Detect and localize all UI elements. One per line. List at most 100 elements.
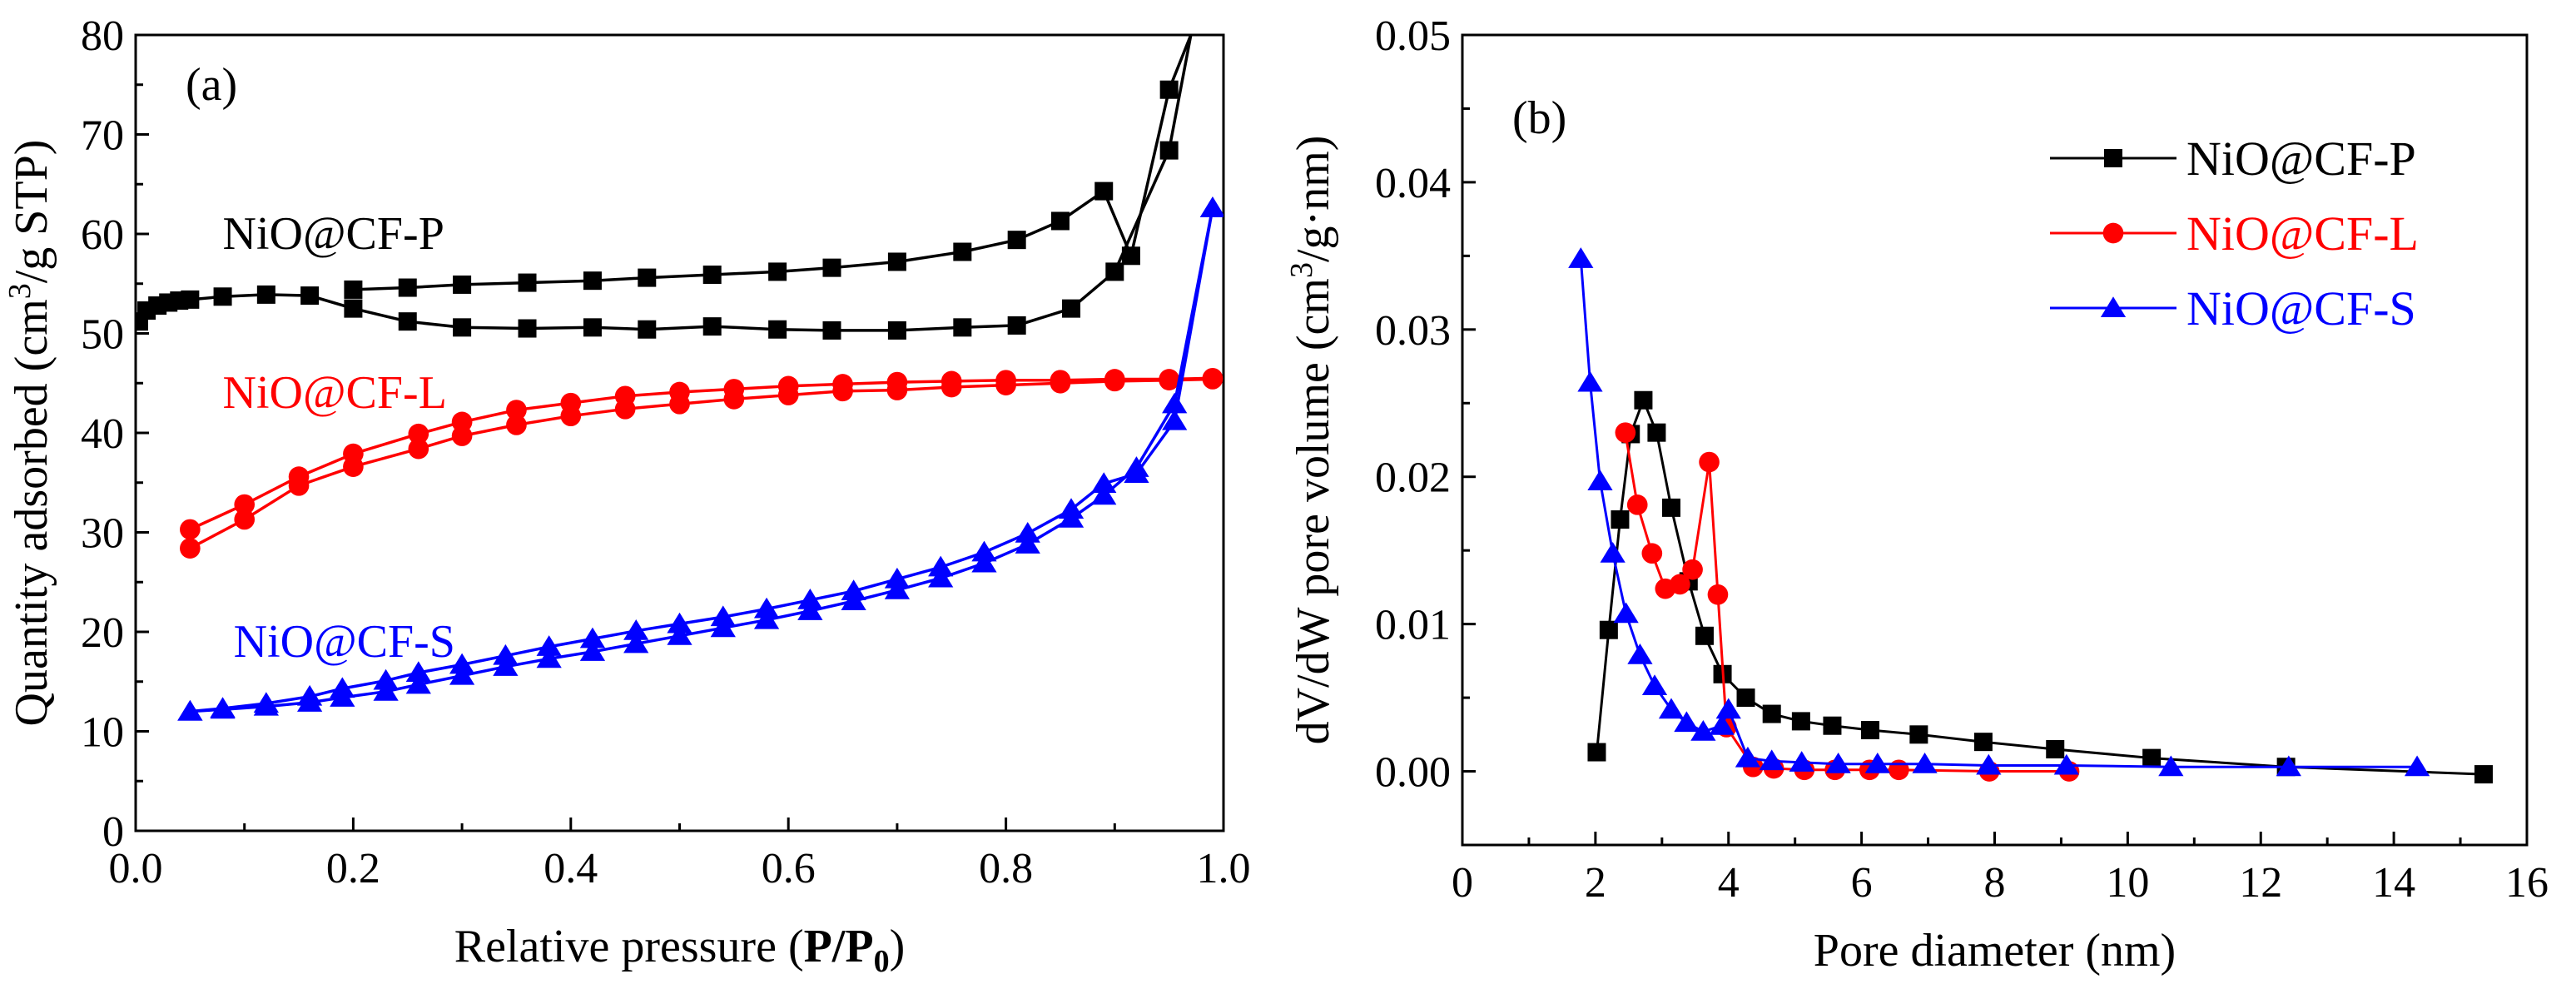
panel-b-nio-cf-p-point	[1736, 688, 1755, 708]
panel-b-nio-cf-p-point	[1662, 498, 1681, 517]
legend-marker-nio-cf-p	[2104, 149, 2122, 167]
panel-b-y-tick-label: 0.05	[1375, 12, 1451, 60]
panel-a-nio-cf-p-adsorption-point	[1159, 141, 1179, 160]
panel-a-nio-cf-s-desorption-point	[373, 668, 399, 690]
panel-a-series	[136, 34, 1223, 721]
panel-a-nio-cf-p-desorption-point	[453, 275, 472, 294]
panel-b-nio-cf-s-point	[1587, 470, 1613, 491]
panel-b-nio-cf-p-point	[1791, 712, 1810, 731]
panel-b-nio-cf-s-point	[1715, 698, 1741, 719]
panel-a-nio-cf-p-desorption-point	[768, 262, 787, 281]
panel-a-y-tick-label: 60	[81, 211, 124, 259]
panel-a-y-tick-label: 80	[81, 12, 124, 60]
panel-b-x-tick-label: 14	[2372, 859, 2415, 907]
panel-a-nio-cf-p-desorption-point	[1094, 181, 1114, 201]
panel-a-nio-cf-l-desorption-point	[723, 379, 745, 400]
panel-a-nio-cf-p-adsorption-point	[1105, 262, 1124, 281]
panel-b-nio-cf-p-point	[1647, 423, 1666, 442]
panel-a-nio-cf-s-adsorption-point	[493, 655, 519, 676]
panel-b-x-tick-label: 8	[1984, 859, 2006, 907]
panel-a-y-tick-label: 20	[81, 609, 124, 657]
panel-a-nio-cf-p-desorption-point	[1007, 231, 1026, 250]
panel-b-y-tick-label: 0.04	[1375, 160, 1451, 207]
panel-a-y-tick-label: 0	[102, 808, 124, 856]
panel-a-nio-cf-p-adsorption-point	[822, 321, 841, 340]
panel-a-nio-cf-p-desorption-point	[953, 242, 972, 261]
panel-a-nio-cf-s-desorption-point	[253, 692, 279, 713]
panel-a-nio-cf-l-desorption-point	[288, 466, 310, 487]
legend-label-nio-cf-s: NiO@CF-S	[2186, 281, 2416, 335]
panel-a-ylabel-pre: Quantity adsorbed (cm	[6, 299, 57, 726]
panel-b-nio-cf-p-point	[1909, 725, 1928, 744]
panel-a-x-tick-label: 0.8	[979, 845, 1033, 892]
panel-b-nio-cf-s-point	[1690, 720, 1716, 741]
panel-a-series-nio-cf-l	[180, 367, 1223, 559]
panel-a-nio-cf-l-desorption-point	[614, 385, 636, 407]
panel-a-x-tick-label: 0.0	[109, 845, 163, 892]
panel-a-nio-cf-s-adsorption-point	[884, 579, 911, 599]
panel-a-nio-cf-p-desorption-point	[702, 265, 722, 284]
panel-a-x-tick-label: 0.6	[762, 845, 816, 892]
panel-a-nio-cf-s-adsorption-point	[753, 608, 780, 629]
panel-b-nio-cf-s-point	[1759, 749, 1784, 771]
panel-b-nio-cf-p-point	[1634, 390, 1653, 410]
panel-b-nio-cf-l-point	[1682, 559, 1703, 580]
panel-b-y-tick-label: 0.01	[1375, 602, 1451, 649]
panel-a-nio-cf-p-adsorption-point	[583, 318, 602, 337]
panel-a-nio-cf-l-desorption-point	[941, 370, 962, 392]
panel-b-pore-size-chart: 0 2 4 6 8 10 12 14 16 0.00 0.01 0.02 0.03 0.04 0.05 Ni…	[1284, 12, 2549, 977]
panel-a-nio-cf-l-desorption-point	[995, 370, 1016, 390]
panel-b-nio-cf-s-point	[2276, 755, 2301, 777]
panel-a-label-nio-cf-s: NiO@CF-S	[234, 616, 455, 668]
panel-a-nio-cf-p-adsorption-point	[256, 285, 275, 304]
panel-a-nio-cf-l-desorption-point	[343, 443, 364, 465]
panel-a-nio-cf-s-desorption-point	[330, 677, 355, 698]
panel-a-nio-cf-l-desorption-point	[777, 375, 799, 397]
panel-a-nio-cf-l-desorption-point	[1202, 367, 1223, 389]
panel-a-nio-cf-l-desorption-point	[451, 411, 473, 433]
panel-a-nio-cf-s-adsorption-point	[405, 673, 431, 694]
panel-a-nio-cf-s-desorption-point	[928, 555, 954, 577]
panel-a-nio-cf-s-adsorption-point	[449, 663, 475, 685]
panel-b-x-tick-label: 2	[1585, 859, 1606, 907]
panel-a-nio-cf-p-adsorption-point	[638, 320, 657, 339]
panel-a-nio-cf-s-adsorption-point	[1091, 484, 1117, 505]
panel-a-nio-cf-s-desorption-point	[1091, 472, 1117, 493]
panel-b-nio-cf-l-point	[1699, 451, 1720, 473]
panel-a-nio-cf-l-desorption-point	[1104, 369, 1125, 390]
panel-b-nio-cf-s-point	[1789, 751, 1814, 772]
panel-a-nio-cf-s-adsorption-point	[928, 566, 954, 588]
panel-b-nio-cf-p-point	[1973, 733, 1993, 752]
panel-b-x-tick-label: 4	[1718, 859, 1740, 907]
panel-b-nio-cf-s-point	[1641, 674, 1668, 695]
panel-b-ticks: 0 2 4 6 8 10 12 14 16 0.00 0.01 0.02 0.03 0.04 0.05	[1375, 12, 2549, 907]
panel-b-nio-cf-s-point	[1600, 541, 1626, 563]
panel-b-nio-cf-p-point	[1599, 620, 1618, 639]
panel-a-nio-cf-s-desorption-point	[753, 597, 780, 619]
panel-a-y-tick-label: 70	[81, 112, 124, 160]
panel-a-label-nio-cf-l: NiO@CF-L	[223, 367, 447, 419]
panel-a-nio-cf-p-desorption-point	[518, 273, 537, 292]
panel-a-nio-cf-p-desorption-point	[638, 268, 657, 287]
panel-a-nio-cf-s-adsorption-point	[1015, 533, 1040, 554]
panel-a-nio-cf-s-desorption-point	[667, 612, 692, 634]
panel-a-xlabel-bold: P/P	[804, 921, 874, 972]
panel-a-x-tick-label: 0.2	[326, 845, 380, 892]
panel-b-label: (b)	[1512, 92, 1566, 144]
panel-a-nio-cf-p-adsorption-point	[887, 321, 906, 340]
panel-a-xlabel-pre: Relative pressure (	[454, 921, 804, 972]
panel-a-ticks: 0.0 0.2 0.4 0.6 0.8 1.0 0 10 20 30 40 50 60 70 80	[81, 12, 1251, 892]
panel-a-nio-cf-s-desorption-point	[884, 567, 911, 589]
panel-a-nio-cf-l-adsorption-point	[506, 415, 527, 435]
panel-a-nio-cf-s-desorption-point	[210, 697, 236, 718]
panel-a-ylabel-sup: 3	[2, 283, 37, 299]
panel-a-x-tick-label: 1.0	[1197, 845, 1251, 892]
panel-a-series-nio-cf-s	[177, 196, 1223, 721]
legend-marker-nio-cf-s	[2100, 296, 2127, 317]
panel-a-nio-cf-p-adsorption-point	[518, 319, 537, 338]
panel-b-x-tick-label: 10	[2106, 859, 2149, 907]
panel-b-nio-cf-p-point	[2142, 748, 2162, 768]
panel-b-ylabel-pre: dV/dW pore volume (cm	[1288, 278, 1339, 744]
panel-b-y-axis-label: dV/dW pore volume (cm3/g·nm)	[1284, 136, 1339, 745]
